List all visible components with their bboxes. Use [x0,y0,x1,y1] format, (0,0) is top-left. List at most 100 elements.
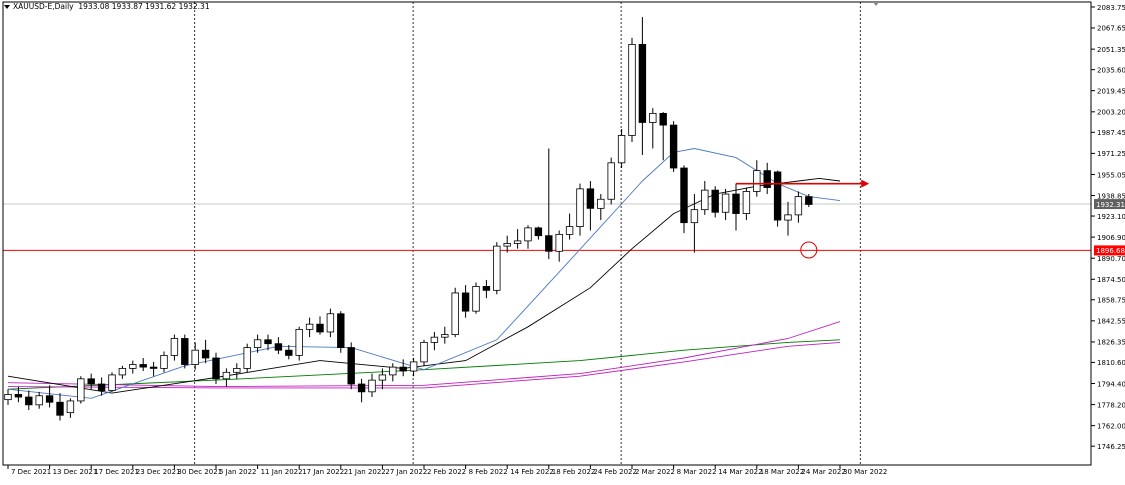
candle-body [201,349,210,359]
candle [701,181,709,215]
candle [233,363,241,379]
x-tick-label: 24 Feb 2022 [593,468,637,476]
candle [597,194,605,221]
candle-body [368,379,376,393]
y-tick-label: 1971.25 [1097,150,1125,158]
candle-body [649,112,657,123]
candle-body [576,188,584,227]
candle-body [87,378,95,385]
candle-body [773,171,782,221]
x-tick-label: 8 Feb 2022 [469,468,508,476]
candle-body [45,395,54,403]
candle-body [524,227,532,242]
candle [545,148,553,260]
x-tick-label: 2 Feb 2022 [427,468,466,476]
chart-shift-marker-icon [873,2,879,6]
candle [14,386,23,403]
candle-body [669,124,678,169]
support-price-tag: 1896.68 [1096,247,1125,255]
candle-body [285,349,293,356]
x-tick-label: 2 Mar 2022 [635,468,675,476]
candle-body [617,135,626,164]
current-price-tag-bg [1094,199,1125,210]
annotations [736,179,870,259]
candle [77,376,85,404]
candle [181,334,189,369]
support-circle-marker [800,241,818,259]
candle-body [732,193,740,214]
y-tick-label: 1842.55 [1097,318,1125,326]
candle [212,352,220,385]
candle-body [420,341,428,363]
x-tick-label: 27 Jan 2022 [385,468,427,476]
candle-body [191,349,199,365]
candle [409,357,418,377]
candle-body [222,371,231,380]
candle [669,121,678,172]
y-tick-label: 1906.90 [1097,234,1125,242]
ohlc-readout: 1933.08 1933.87 1931.62 1932.31 [78,2,210,11]
candle [357,378,366,403]
candle-body [503,243,511,247]
candle [441,326,449,344]
candle [430,331,439,351]
candle-body [763,170,771,188]
candle [649,108,657,149]
candle-body [784,214,792,221]
candle [201,339,210,364]
ma-slow-magenta-2 [7,321,841,388]
candle-body [628,44,636,136]
candle [129,360,137,374]
candle [337,311,345,353]
candle [274,337,283,355]
candle [191,342,199,370]
candle [295,326,303,361]
candle [253,334,262,353]
candle-body [430,336,439,343]
ma-mid-black [7,177,841,394]
y-tick-label: 2003.20 [1097,109,1125,117]
candle-body [513,240,522,244]
candle-body [274,343,283,351]
x-tick-label: 21 Jan 2022 [344,468,386,476]
candle [513,229,522,249]
candle [524,225,532,249]
candle [87,373,95,390]
candle [753,160,761,197]
candle-body [35,395,43,406]
candle-body [607,162,615,200]
resistance-arrow-head [861,179,870,188]
candle [389,363,397,382]
candle-body [597,198,605,209]
candle-body [545,235,553,252]
y-tick-label: 1923.10 [1097,213,1125,221]
candle [305,317,314,338]
y-tick-label: 1955.05 [1097,171,1125,179]
candle [586,181,595,231]
candle-body [118,368,127,376]
y-tick-label: 1874.50 [1097,276,1125,284]
candle-body [243,347,251,369]
candle [493,242,501,295]
candle-body [586,188,595,209]
candle-body [77,378,85,402]
candle [690,194,699,253]
candle-body [170,338,179,356]
candle [368,373,376,398]
candle [721,188,730,221]
candle [45,385,54,408]
ma-slow-magenta-1 [7,341,841,389]
candle [482,279,491,299]
candle-body [753,170,761,192]
axes: 2083.75 2067.65 2051.35 2035.60 2019.45 2003.… [2,1,1125,476]
x-tick-label: 30 Mar 2022 [843,468,887,476]
symbol-dropdown-icon[interactable] [4,5,10,9]
candle-body [701,189,709,211]
support-price-tag-bg [1094,245,1125,256]
candle-body [108,374,116,391]
candle [607,157,615,205]
candle [35,391,43,409]
candle [794,191,803,223]
